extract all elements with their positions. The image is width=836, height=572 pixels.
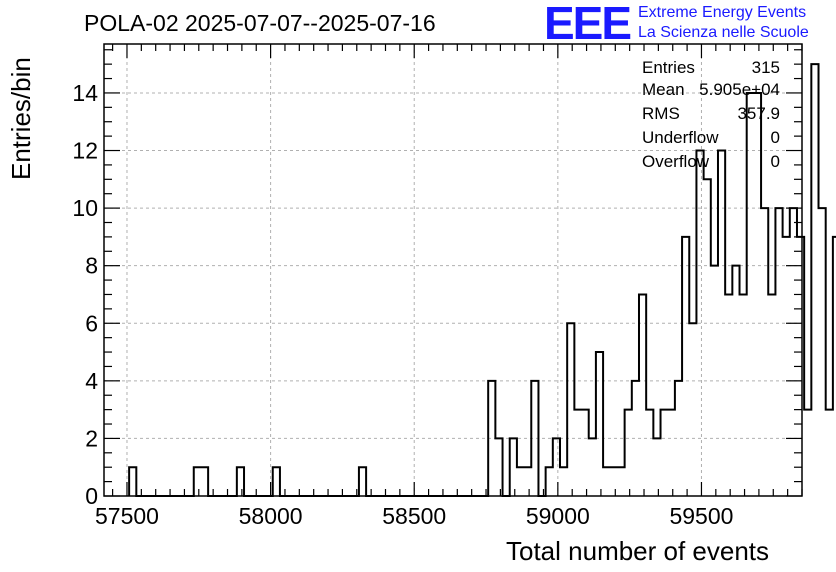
- plot-frame: [103, 43, 803, 497]
- eee-logo-mark: EEE: [544, 0, 632, 49]
- y-tick-label: 2: [85, 425, 98, 451]
- y-tick-label: 0: [85, 483, 98, 509]
- x-tick-label: 59000: [526, 503, 590, 529]
- y-tick-label: 6: [85, 310, 98, 336]
- stat-value: 0: [770, 152, 780, 171]
- y-tick-label: 14: [72, 80, 98, 106]
- x-tick-label: 58500: [382, 503, 446, 529]
- stat-mean: Mean 5.905e+04: [642, 80, 780, 102]
- x-axis-label: Total number of events: [506, 536, 770, 566]
- y-tick-label: 10: [72, 195, 98, 221]
- eee-logo: EEE Extreme Energy Events La Scienza nel…: [540, 0, 830, 49]
- stat-overflow: Overflow 0: [642, 152, 780, 174]
- stat-entries: Entries 315: [642, 58, 780, 80]
- stat-rms: RMS 357.9: [642, 104, 780, 126]
- logo-line-1: Extreme Energy Events: [638, 4, 807, 21]
- stat-value: 357.9: [737, 104, 780, 123]
- stat-underflow: Underflow 0: [642, 128, 780, 150]
- logo-line-2: La Scienza nelle Scuole: [638, 24, 809, 41]
- stat-value: 5.905e+04: [699, 80, 780, 99]
- x-tick-label: 59500: [669, 503, 733, 529]
- x-tick-label: 58000: [239, 503, 303, 529]
- y-axis-label: Entries/bin: [6, 57, 36, 180]
- y-tick-label: 8: [85, 253, 98, 279]
- stat-name: Overflow: [642, 152, 710, 171]
- y-tick-label: 12: [72, 138, 98, 164]
- y-tick-label: 4: [85, 368, 98, 394]
- stat-name: Mean: [642, 80, 685, 99]
- x-tick-label: 57500: [95, 503, 159, 529]
- stat-value: 315: [751, 58, 780, 77]
- chart-title: POLA-02 2025-07-07--2025-07-16: [84, 10, 436, 36]
- stat-name: Entries: [642, 58, 695, 77]
- stat-name: Underflow: [642, 128, 719, 147]
- stat-name: RMS: [642, 104, 680, 123]
- stat-value: 0: [770, 128, 780, 147]
